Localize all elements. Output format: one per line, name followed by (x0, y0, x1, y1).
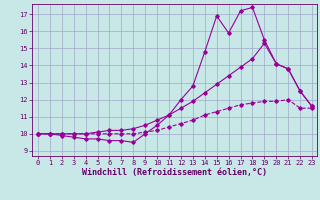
X-axis label: Windchill (Refroidissement éolien,°C): Windchill (Refroidissement éolien,°C) (82, 168, 267, 177)
